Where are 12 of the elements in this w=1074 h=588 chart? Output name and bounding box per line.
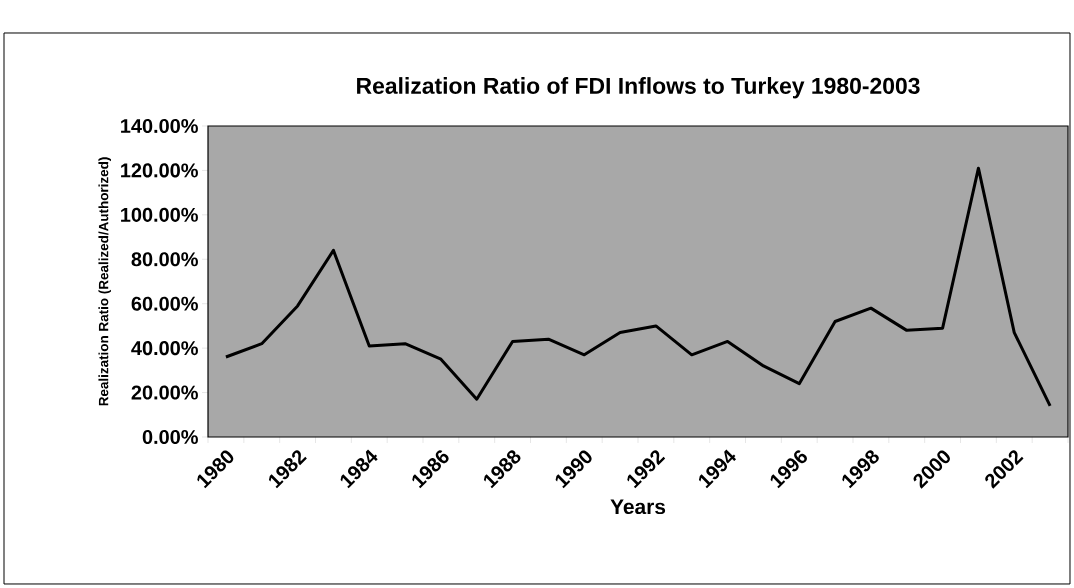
y-tick-label: 40.00% [131,341,198,356]
y-tick-label: 120.00% [121,163,198,178]
x-axis-title: Years [610,499,666,515]
y-tick-label: 100.00% [121,207,198,222]
y-axis-title: Realization Ratio (Realized/Authorized) [98,157,111,406]
y-tick-label: 140.00% [121,118,198,134]
y-tick-label: 20.00% [131,385,198,400]
y-tick-label: 80.00% [131,252,198,267]
y-tick-label: 0.00% [142,429,198,445]
line-series [224,166,1052,408]
chart-title: Realization Ratio of FDI Inflows to Turkey 1980-2003 [357,77,920,99]
y-tick-label: 60.00% [131,296,198,311]
